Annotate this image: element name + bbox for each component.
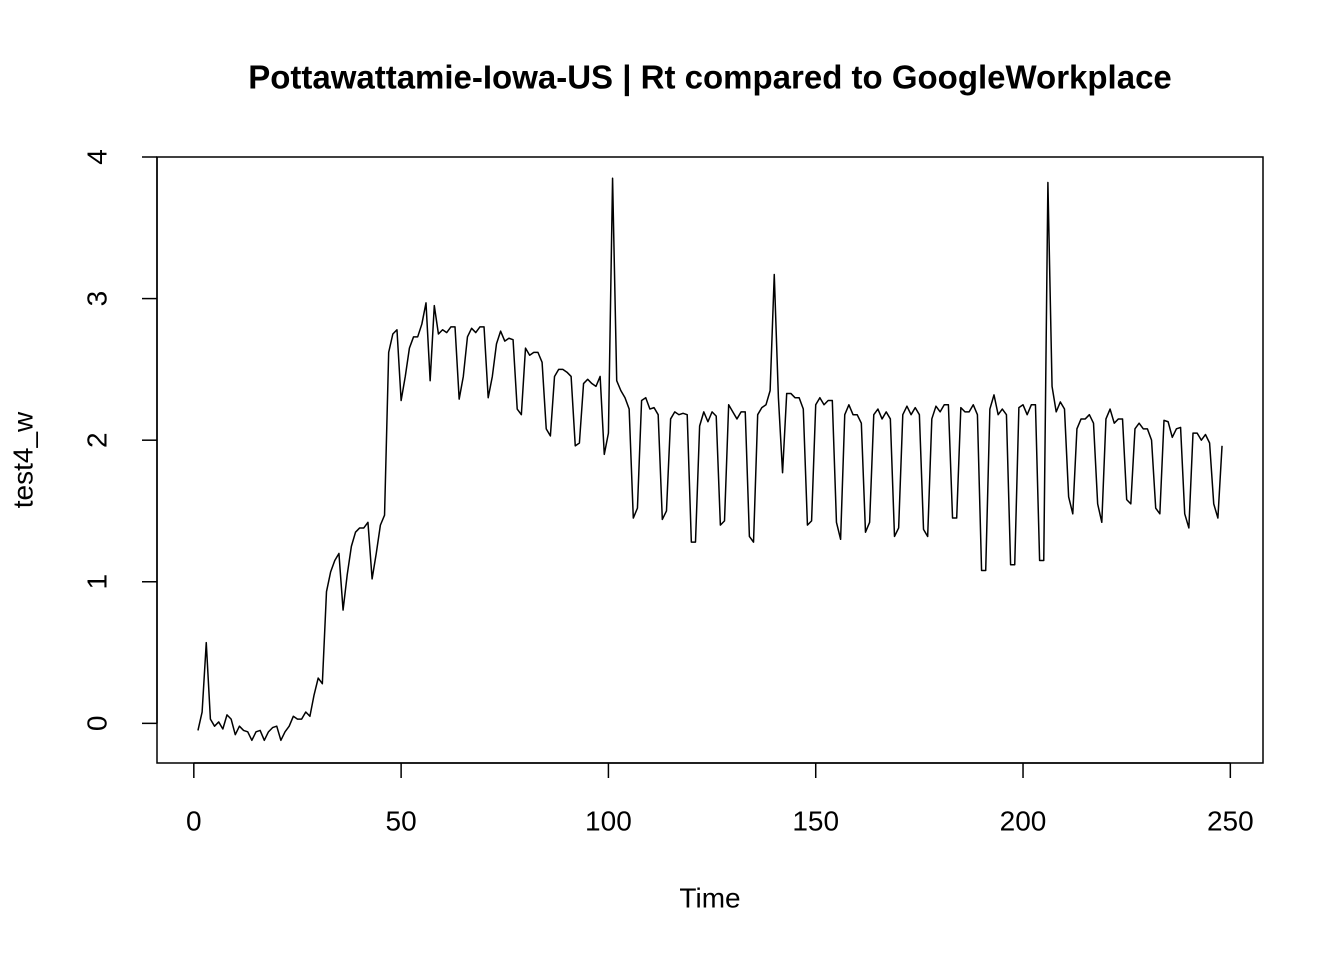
- x-tick-label: 250: [1207, 805, 1254, 836]
- x-tick-label: 100: [585, 805, 632, 836]
- x-tick-label: 50: [386, 805, 417, 836]
- x-axis-label: Time: [679, 882, 740, 913]
- x-tick-label: 150: [792, 805, 839, 836]
- y-tick-label: 0: [81, 716, 112, 732]
- x-tick-label: 200: [1000, 805, 1047, 836]
- x-tick-label: 0: [186, 805, 202, 836]
- y-tick-label: 1: [81, 574, 112, 590]
- data-line: [197, 177, 1223, 742]
- y-tick-label: 2: [81, 432, 112, 448]
- y-axis-label: test4_w: [7, 411, 38, 508]
- y-tick-label: 3: [81, 291, 112, 307]
- chart-title: Pottawattamie-Iowa-US | Rt compared to G…: [248, 59, 1172, 96]
- y-tick-label: 4: [81, 149, 112, 165]
